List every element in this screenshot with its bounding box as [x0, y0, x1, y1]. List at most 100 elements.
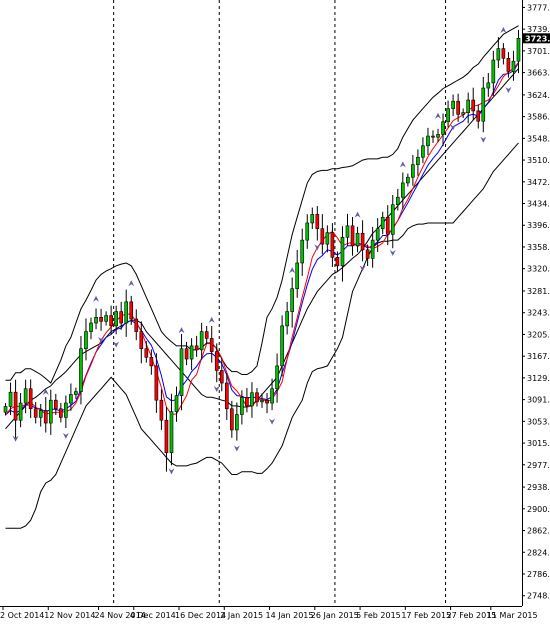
candle-body	[355, 232, 360, 247]
bull-candle	[124, 289, 129, 337]
candle-body	[330, 232, 335, 258]
candle-body	[340, 236, 345, 267]
fractal-up-marker	[128, 280, 135, 287]
fractal-down-marker	[12, 435, 19, 442]
candle-body	[159, 399, 164, 421]
candle-body	[230, 408, 234, 431]
bear-candle	[149, 349, 154, 375]
bull-candle	[64, 395, 68, 429]
bull-candle	[411, 155, 415, 186]
fractal-down-marker	[450, 124, 457, 131]
candle-body	[139, 331, 144, 350]
candle-body	[74, 391, 78, 395]
price-tick-label: 3663.0	[527, 69, 550, 78]
fractal-up-marker	[500, 27, 507, 34]
time-tick-label: 24 Nov 2014	[95, 611, 146, 620]
bear-candle	[144, 341, 149, 363]
candle-body	[255, 392, 259, 403]
fractal-down-marker	[359, 265, 366, 272]
bull-candle	[18, 393, 23, 428]
bull-candle	[79, 335, 83, 405]
candle-body	[406, 176, 410, 184]
candle-body	[471, 99, 476, 112]
bull-candle	[290, 277, 294, 328]
candle-body	[436, 134, 440, 138]
upper-band-line	[5, 25, 519, 384]
period-separators	[113, 0, 447, 606]
bull-candle	[340, 226, 345, 282]
bear-candle	[431, 130, 435, 143]
price-tick-label: 2862.0	[527, 527, 550, 536]
candle-body	[426, 135, 430, 147]
candle-body	[325, 232, 330, 245]
fractal-down-marker	[269, 418, 276, 425]
bear-candle	[59, 402, 63, 423]
candle-body	[385, 216, 390, 235]
bull-candle	[486, 73, 491, 97]
fractal-up-marker	[208, 316, 215, 323]
candle-body	[250, 392, 254, 407]
candle-body	[285, 311, 289, 327]
price-tick-label: 2748.0	[527, 592, 550, 601]
price-tick-label: 3739.0	[527, 25, 550, 34]
candle-body	[3, 406, 8, 413]
time-tick-label: 14 Jan 2015	[266, 611, 314, 620]
candle-body	[411, 164, 415, 178]
bear-candle	[28, 379, 33, 419]
candle-body	[451, 100, 455, 109]
candle-body	[491, 59, 496, 84]
price-tick-label: 2786.0	[527, 570, 550, 579]
bear-candle	[385, 205, 390, 246]
bull-candle	[169, 393, 174, 466]
candle-body	[421, 145, 425, 158]
candle-body	[13, 391, 18, 421]
candle-body	[280, 325, 284, 367]
candle-body	[179, 348, 184, 396]
fractal-down-marker	[480, 136, 487, 143]
bull-candle	[436, 128, 440, 143]
candle-body	[446, 108, 450, 123]
candlesticks	[3, 29, 521, 472]
candle-body	[129, 301, 134, 320]
candle-body	[345, 225, 350, 238]
time-tick-label: 26 Jan 2015	[311, 611, 359, 620]
time-tick-label: 2 Oct 2014	[0, 611, 44, 620]
candle-body	[169, 411, 174, 454]
candle-body	[486, 82, 491, 89]
time-tick-label: 17 Feb 2015	[401, 611, 451, 620]
price-tick-label: 3777.0	[527, 3, 550, 12]
candle-body	[290, 288, 294, 312]
fractal-down-marker	[233, 445, 240, 452]
bull-candle	[481, 76, 486, 133]
bear-candle	[159, 389, 164, 430]
candle-body	[89, 322, 93, 332]
bull-candle	[240, 390, 244, 425]
bull-candle	[3, 403, 8, 416]
fractal-down-marker	[314, 244, 321, 251]
bull-candle	[491, 50, 496, 97]
bull-candle	[451, 94, 455, 117]
bear-candle	[506, 52, 511, 78]
candle-body	[48, 399, 53, 424]
bull-candle	[395, 188, 400, 211]
price-tick-label: 2824.0	[527, 548, 550, 557]
bear-candle	[184, 341, 189, 366]
last-price-box	[523, 33, 550, 44]
price-tick-label: 3434.0	[527, 200, 550, 209]
candle-body	[189, 345, 194, 360]
candle-body	[209, 338, 214, 352]
candle-body	[431, 135, 435, 138]
bull-candle	[511, 50, 516, 81]
price-tick-label: 3015.0	[527, 439, 550, 448]
candle-body	[38, 410, 43, 418]
bear-candle	[501, 43, 506, 65]
fractal-down-marker	[113, 341, 120, 348]
bear-candle	[33, 401, 38, 424]
bull-candle	[516, 29, 521, 74]
bear-candle	[360, 220, 365, 262]
candle-body	[466, 99, 471, 113]
candle-body	[134, 318, 139, 332]
bull-candle	[174, 386, 179, 422]
